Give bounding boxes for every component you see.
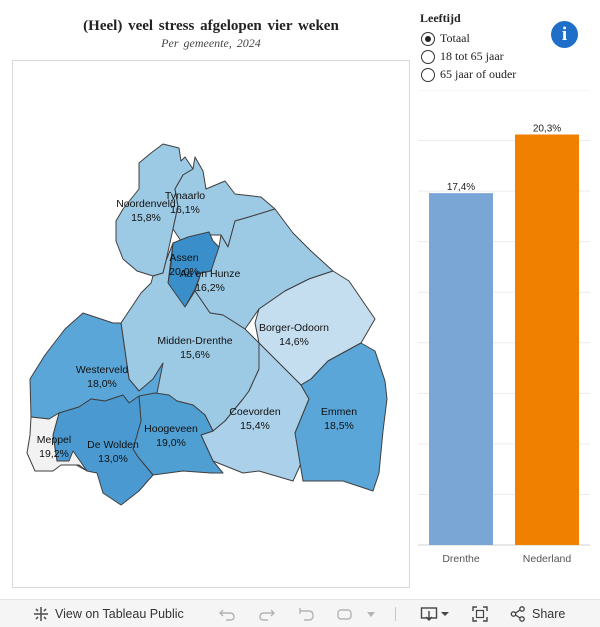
undo-button[interactable] bbox=[218, 600, 236, 627]
legend-title: Leeftijd bbox=[420, 11, 461, 25]
map-label-name: Tynaarlo bbox=[165, 190, 205, 202]
map-frame: Noordenveld 15,8% Tynaarlo 16,1% Assen 20,0% A… bbox=[12, 60, 410, 588]
map-label-value: 15,6% bbox=[180, 349, 210, 361]
drenthe-map: Noordenveld 15,8% Tynaarlo 16,1% Assen 20,0%A… bbox=[26, 143, 388, 506]
radio-65-ouder[interactable]: 65 jaar of ouder bbox=[421, 67, 516, 82]
tableau-logo-icon bbox=[34, 607, 48, 621]
radio-button[interactable] bbox=[421, 49, 435, 64]
map-label-name: Coevorden bbox=[229, 406, 281, 418]
map-region-emmen[interactable] bbox=[294, 342, 388, 492]
download-icon bbox=[420, 607, 449, 621]
refresh-button[interactable] bbox=[336, 600, 354, 627]
map-label-name: Westerveld bbox=[76, 364, 128, 376]
map-label-value: 15,4% bbox=[240, 420, 270, 432]
tableau-toolbar: View on Tableau Public bbox=[0, 599, 600, 627]
bar-chart: 17,4% Drenthe 20,3% Nederland bbox=[418, 90, 590, 565]
map-label-value: 16,2% bbox=[195, 282, 225, 294]
map-label-value: 19,2% bbox=[39, 448, 69, 460]
view-on-tableau-label: View on Tableau Public bbox=[55, 607, 184, 621]
map-label-value: 20,0% bbox=[169, 266, 199, 278]
bar-category-label: Drenthe bbox=[442, 553, 480, 565]
share-icon bbox=[510, 606, 525, 622]
bar-category-label: Nederland bbox=[523, 553, 572, 565]
map-label-name: Hoogeveen bbox=[144, 423, 198, 435]
chart-title: (Heel) veel stress afgelopen vier weken bbox=[83, 18, 339, 34]
radio-label: Totaal bbox=[440, 31, 470, 45]
bar-marks: 17,4% Drenthe 20,3% Nederland bbox=[429, 123, 579, 565]
radio-button[interactable] bbox=[421, 31, 435, 46]
map-label-value: 14,6% bbox=[279, 336, 309, 348]
refresh-icon bbox=[337, 609, 352, 620]
radio-label: 65 jaar of ouder bbox=[440, 67, 517, 81]
view-on-tableau-public-button[interactable]: View on Tableau Public bbox=[33, 600, 184, 627]
share-button[interactable]: Share bbox=[510, 600, 565, 627]
map-label-name: Borger-Odoorn bbox=[259, 322, 329, 334]
map-label-name: Noordenveld bbox=[116, 198, 176, 210]
revert-icon bbox=[299, 608, 314, 621]
chart-subtitle: Per gemeente, 2024 bbox=[161, 36, 261, 50]
map-labels: Noordenveld 15,8% Tynaarlo 16,1% Assen 20,0%A… bbox=[37, 190, 357, 465]
radio-label: 18 tot 65 jaar bbox=[440, 49, 504, 63]
radio-18-tot-65[interactable]: 18 tot 65 jaar bbox=[421, 49, 504, 64]
fullscreen-icon bbox=[472, 606, 488, 622]
radio-button[interactable] bbox=[421, 67, 435, 82]
map-label-name: De Wolden bbox=[87, 439, 139, 451]
download-button[interactable] bbox=[420, 600, 450, 627]
map-label-name: Aa en Hunze bbox=[180, 268, 241, 280]
info-icon[interactable]: i bbox=[551, 21, 578, 48]
pause-dropdown[interactable] bbox=[366, 600, 376, 627]
map-label-value: 18,0% bbox=[87, 378, 117, 390]
undo-icon bbox=[219, 609, 235, 621]
revert-button[interactable] bbox=[297, 600, 315, 627]
map-label-value: 16,1% bbox=[170, 204, 200, 216]
fullscreen-button[interactable] bbox=[472, 600, 488, 627]
radio-totaal[interactable]: Totaal bbox=[421, 31, 470, 46]
map-label-name: Midden-Drenthe bbox=[157, 335, 232, 347]
map-region-meppel[interactable] bbox=[26, 412, 88, 472]
map-label-value: 15,8% bbox=[131, 212, 161, 224]
redo-icon bbox=[259, 609, 275, 621]
map-label-value: 19,0% bbox=[156, 437, 186, 449]
redo-button[interactable] bbox=[258, 600, 276, 627]
map-label-name: Emmen bbox=[321, 406, 357, 418]
map-label-value: 18,5% bbox=[324, 420, 354, 432]
bar-value-label: 20,3% bbox=[533, 123, 561, 134]
bar-value-label: 17,4% bbox=[447, 182, 475, 193]
share-label: Share bbox=[532, 607, 566, 621]
map-label-name: Assen bbox=[169, 252, 198, 264]
chevron-down-icon bbox=[367, 612, 375, 617]
bar-drenthe[interactable] bbox=[429, 193, 493, 545]
map-label-name: Meppel bbox=[37, 434, 71, 446]
toolbar-divider bbox=[395, 607, 396, 621]
bar-nederland[interactable] bbox=[515, 134, 579, 545]
map-label-value: 13,0% bbox=[98, 453, 128, 465]
